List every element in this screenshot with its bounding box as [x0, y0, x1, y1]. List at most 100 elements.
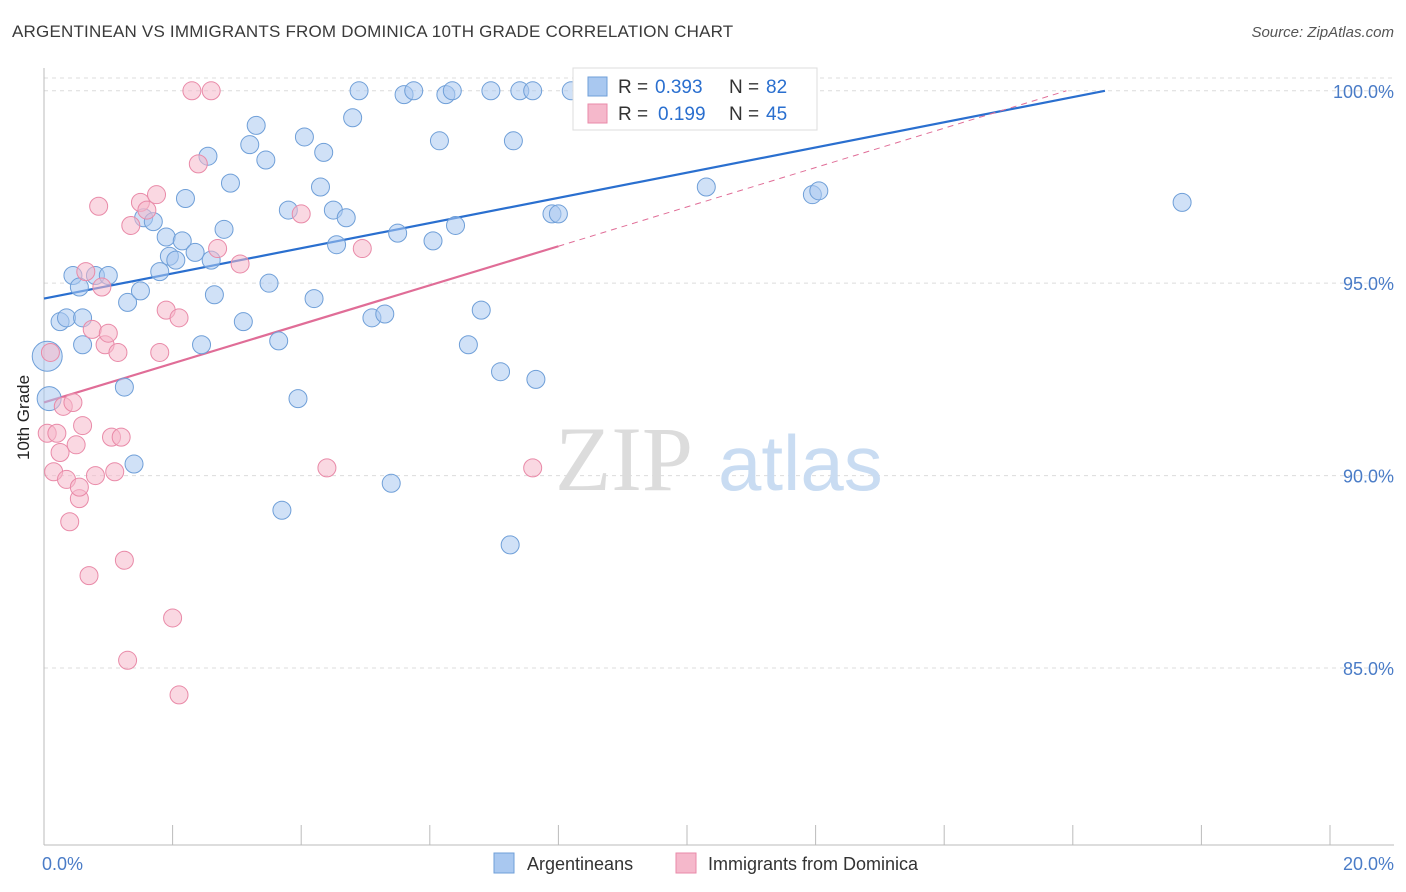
stats-legend: R = 0.393 N = 82 R = 0.199 N = 45	[572, 67, 818, 131]
legend-r-value-1: 0.393	[655, 77, 703, 98]
point-argentineans	[481, 81, 501, 101]
point-argentineans	[809, 181, 829, 201]
series-legend-swatch-dominica	[675, 852, 697, 874]
trendline-dominica-solid	[43, 245, 559, 404]
point-dominica	[66, 435, 86, 455]
legend-swatch-blue	[587, 76, 608, 97]
point-argentineans	[114, 377, 134, 397]
point-argentineans	[272, 500, 292, 520]
point-argentineans	[381, 473, 401, 493]
point-argentineans	[696, 177, 716, 197]
point-dominica	[188, 154, 208, 174]
point-dominica	[60, 512, 80, 532]
watermark-atlas: atlas	[718, 419, 883, 507]
point-argentineans	[175, 189, 195, 209]
point-argentineans	[388, 223, 408, 243]
point-argentineans	[259, 273, 279, 293]
watermark: ZIP atlas	[555, 408, 883, 510]
point-argentineans	[446, 215, 466, 235]
watermark-zip: ZIP	[555, 408, 693, 510]
point-dominica	[150, 342, 170, 362]
point-argentineans	[240, 135, 260, 155]
data-points	[31, 81, 1192, 705]
point-dominica	[317, 458, 337, 478]
point-argentineans	[288, 389, 308, 409]
point-argentineans	[192, 335, 212, 355]
point-dominica	[47, 423, 67, 443]
point-argentineans	[310, 177, 330, 197]
point-dominica	[85, 466, 105, 486]
legend-r-label-1: R =	[618, 77, 648, 98]
legend-r-label-2: R =	[618, 104, 648, 125]
point-dominica	[73, 416, 93, 436]
point-argentineans	[73, 335, 93, 355]
source-label: Source: ZipAtlas.com	[1251, 24, 1394, 41]
point-dominica	[98, 323, 118, 343]
point-argentineans	[220, 173, 240, 193]
y-tick-label: 100.0%	[1333, 82, 1394, 102]
point-argentineans	[349, 81, 369, 101]
legend-n-label-1: N =	[729, 77, 759, 98]
point-argentineans	[256, 150, 276, 170]
point-argentineans	[429, 131, 449, 151]
series-legend: Argentineans Immigrants from Dominica	[493, 852, 919, 874]
point-argentineans	[327, 235, 347, 255]
legend-r-value-2: 0.199	[658, 104, 706, 125]
stats-legend-box	[572, 67, 818, 131]
point-argentineans	[166, 250, 186, 270]
point-argentineans	[156, 227, 176, 247]
point-dominica	[108, 342, 128, 362]
legend-n-value-2: 45	[766, 104, 787, 125]
point-dominica	[230, 254, 250, 274]
point-argentineans	[491, 362, 511, 382]
axes	[43, 68, 1394, 846]
point-argentineans	[404, 81, 424, 101]
point-argentineans	[523, 81, 543, 101]
y-tick-label: 90.0%	[1343, 467, 1394, 487]
trendline-argentineans-solid	[43, 89, 1106, 300]
point-argentineans	[500, 535, 520, 555]
point-dominica	[169, 685, 189, 705]
point-dominica	[63, 392, 83, 412]
point-argentineans	[548, 204, 568, 224]
legend-n-label-2: N =	[729, 104, 759, 125]
trendlines	[43, 89, 1106, 404]
point-argentineans	[130, 281, 150, 301]
series-legend-swatch-argentineans	[493, 852, 515, 874]
point-dominica	[89, 196, 109, 216]
point-argentineans	[269, 331, 289, 351]
point-dominica	[111, 427, 131, 447]
point-dominica	[69, 477, 89, 497]
y-tick-label: 95.0%	[1343, 274, 1394, 294]
point-argentineans	[471, 300, 491, 320]
point-argentineans	[423, 231, 443, 251]
point-argentineans	[124, 454, 144, 474]
point-dominica	[169, 308, 189, 328]
point-argentineans	[375, 304, 395, 324]
point-argentineans	[185, 242, 205, 262]
point-dominica	[40, 342, 60, 362]
point-argentineans	[172, 231, 192, 251]
point-argentineans	[458, 335, 478, 355]
point-argentineans	[304, 289, 324, 309]
x-tick-labels: 0.0% 20.0%	[42, 854, 1394, 874]
point-argentineans	[118, 292, 138, 312]
point-dominica	[121, 215, 141, 235]
point-dominica	[92, 277, 112, 297]
y-tick-label: 85.0%	[1343, 659, 1394, 679]
series-legend-argentineans: Argentineans	[527, 854, 633, 874]
y-tick-labels: 85.0% 90.0% 95.0% 100.0%	[1333, 82, 1394, 679]
point-argentineans	[1172, 192, 1192, 212]
point-dominica	[50, 443, 70, 462]
point-dominica	[105, 462, 125, 482]
point-dominica	[79, 566, 99, 586]
chart-title: ARGENTINEAN VS IMMIGRANTS FROM DOMINICA …	[12, 22, 734, 41]
trendline-dominica-dashed	[558, 90, 1067, 247]
legend-swatch-pink	[587, 103, 608, 124]
point-dominica	[82, 319, 102, 339]
point-argentineans	[57, 308, 77, 328]
point-argentineans	[233, 312, 253, 332]
point-dominica	[352, 239, 372, 259]
point-argentineans	[526, 369, 546, 389]
